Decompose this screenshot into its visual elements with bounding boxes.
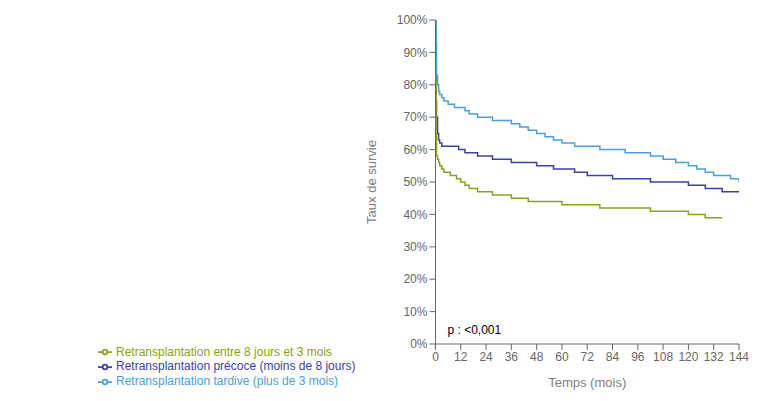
svg-text:90%: 90%: [403, 46, 427, 60]
svg-text:10%: 10%: [403, 305, 427, 319]
svg-text:0: 0: [432, 350, 439, 364]
svg-text:100%: 100%: [397, 13, 428, 27]
svg-text:80%: 80%: [403, 78, 427, 92]
svg-text:12: 12: [454, 350, 468, 364]
svg-text:Taux de survie: Taux de survie: [364, 140, 379, 224]
svg-text:84: 84: [606, 350, 620, 364]
html-text:Retransplantation tardive (plu: Retransplantation tardive (plus de 3 moi…: [116, 374, 339, 389]
svg-text:60: 60: [555, 350, 569, 364]
svg-text:108: 108: [653, 350, 673, 364]
html-text:Retransplantation précoce (moi: Retransplantation précoce (moins de 8 jo…: [116, 359, 356, 374]
svg-text:96: 96: [631, 350, 645, 364]
svg-text:24: 24: [479, 350, 493, 364]
svg-text:72: 72: [581, 350, 595, 364]
svg-text:60%: 60%: [403, 143, 427, 157]
svg-text:48: 48: [530, 350, 544, 364]
svg-text:20%: 20%: [403, 272, 427, 286]
svg-text:70%: 70%: [403, 110, 427, 124]
svg-text:132: 132: [704, 350, 724, 364]
svg-text:30%: 30%: [403, 240, 427, 254]
svg-text:0%: 0%: [410, 337, 428, 351]
svg-text:40%: 40%: [403, 208, 427, 222]
html-text:Retransplantation entre 8 jour: Retransplantation entre 8 jours et 3 moi…: [116, 344, 333, 359]
svg-text:120: 120: [678, 350, 698, 364]
svg-text:144: 144: [729, 350, 749, 364]
svg-text:50%: 50%: [403, 175, 427, 189]
svg-text:Temps (mois): Temps (mois): [548, 375, 626, 390]
svg-text:36: 36: [505, 350, 519, 364]
svg-text:p : <0,001: p : <0,001: [447, 323, 501, 337]
